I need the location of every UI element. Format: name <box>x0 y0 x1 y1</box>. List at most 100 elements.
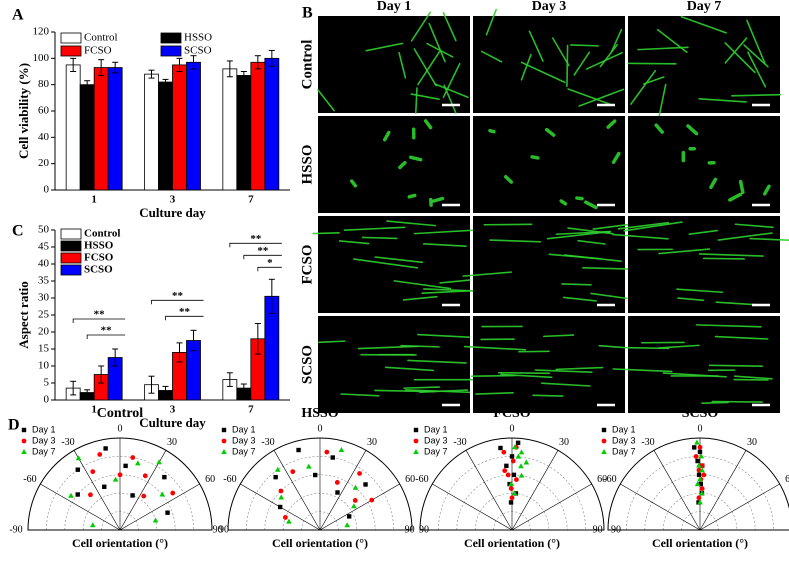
point <box>88 492 93 498</box>
cell <box>702 257 745 260</box>
cell <box>353 258 419 269</box>
point <box>296 447 301 453</box>
theta-tick-label: -60 <box>223 474 236 485</box>
panel-label: A <box>12 7 24 24</box>
micrograph-bg <box>628 316 780 413</box>
cell <box>398 160 407 170</box>
legend-label: Day 3 <box>612 435 636 445</box>
point <box>498 445 503 451</box>
cell <box>497 371 551 375</box>
micrograph <box>628 116 780 213</box>
y-tick-label: 20 <box>38 326 50 338</box>
x-axis-label: Cell orientation (°) <box>652 536 748 550</box>
legend-label: Day 1 <box>32 424 56 434</box>
legend-label: Control <box>84 32 118 44</box>
legend-label: Day 7 <box>232 446 256 456</box>
point <box>510 458 516 464</box>
micrograph-bg <box>473 216 625 313</box>
point <box>511 490 518 496</box>
y-tick-label: 120 <box>33 26 50 38</box>
theta-tick-label: 30 <box>559 437 569 448</box>
cell <box>534 369 593 374</box>
point <box>135 460 141 466</box>
y-tick-label: 0 <box>44 184 50 196</box>
legend-marker <box>21 427 27 433</box>
cell <box>434 83 469 99</box>
micrograph <box>612 216 789 313</box>
cell <box>569 44 600 47</box>
y-tick-label: 20 <box>38 157 50 169</box>
micrograph <box>318 116 470 213</box>
point <box>701 472 707 478</box>
cell <box>384 366 435 372</box>
micrograph <box>473 8 625 113</box>
cell <box>599 43 618 68</box>
cell <box>402 295 438 301</box>
point <box>286 518 292 524</box>
legend-swatch <box>60 228 82 240</box>
cell <box>544 127 556 137</box>
cell <box>343 226 406 231</box>
cell <box>561 283 592 286</box>
y-tick-label: 30 <box>38 292 50 304</box>
point <box>693 454 699 459</box>
point <box>90 469 96 475</box>
legend-label: Day 7 <box>612 446 636 456</box>
cell <box>400 344 440 348</box>
micrograph <box>627 15 782 125</box>
cell <box>746 19 766 65</box>
cell <box>575 196 584 201</box>
cell <box>318 340 346 344</box>
cell <box>623 221 683 232</box>
polar-spoke <box>653 450 701 531</box>
row-label: FCSO <box>299 244 315 284</box>
legend-marker <box>413 438 419 444</box>
cell <box>488 128 496 134</box>
point <box>112 476 119 482</box>
point <box>274 466 281 472</box>
cell <box>555 366 604 371</box>
cell <box>730 93 782 97</box>
cell <box>475 391 514 395</box>
theta-tick-label: 0 <box>510 423 515 434</box>
bar <box>236 75 252 191</box>
theta-tick-label: -90 <box>589 524 602 535</box>
point <box>695 458 700 464</box>
cell <box>503 174 514 184</box>
point <box>312 472 318 478</box>
legend-marker <box>601 449 607 454</box>
point <box>273 474 278 480</box>
cell <box>541 382 591 387</box>
cell <box>382 130 391 142</box>
point <box>165 510 170 515</box>
significance-bracket <box>151 299 204 305</box>
cell <box>662 372 727 378</box>
polar-spoke <box>40 483 121 531</box>
panel-label: D <box>8 417 20 434</box>
y-tick-label: 5 <box>44 377 50 389</box>
cell <box>677 297 705 302</box>
point <box>698 453 705 459</box>
cell <box>612 233 669 240</box>
cell <box>407 359 467 364</box>
legend-label: Day 1 <box>232 424 256 434</box>
cell <box>676 288 724 294</box>
point <box>130 493 135 498</box>
point <box>697 499 703 505</box>
point <box>692 445 697 450</box>
point <box>502 468 508 474</box>
cell <box>738 179 745 194</box>
cell <box>463 345 527 351</box>
point <box>162 474 167 480</box>
point <box>518 449 525 455</box>
point <box>97 452 103 457</box>
legend-label: Day 7 <box>424 446 448 456</box>
y-tick-label: 80 <box>38 78 50 90</box>
polar-grid-ring <box>644 474 756 531</box>
polar-spoke <box>699 450 747 531</box>
polar-frame <box>227 437 413 531</box>
cell <box>439 279 471 284</box>
theta-tick-label: -30 <box>641 437 654 448</box>
significance-label: ** <box>172 290 184 302</box>
cell <box>417 50 441 86</box>
